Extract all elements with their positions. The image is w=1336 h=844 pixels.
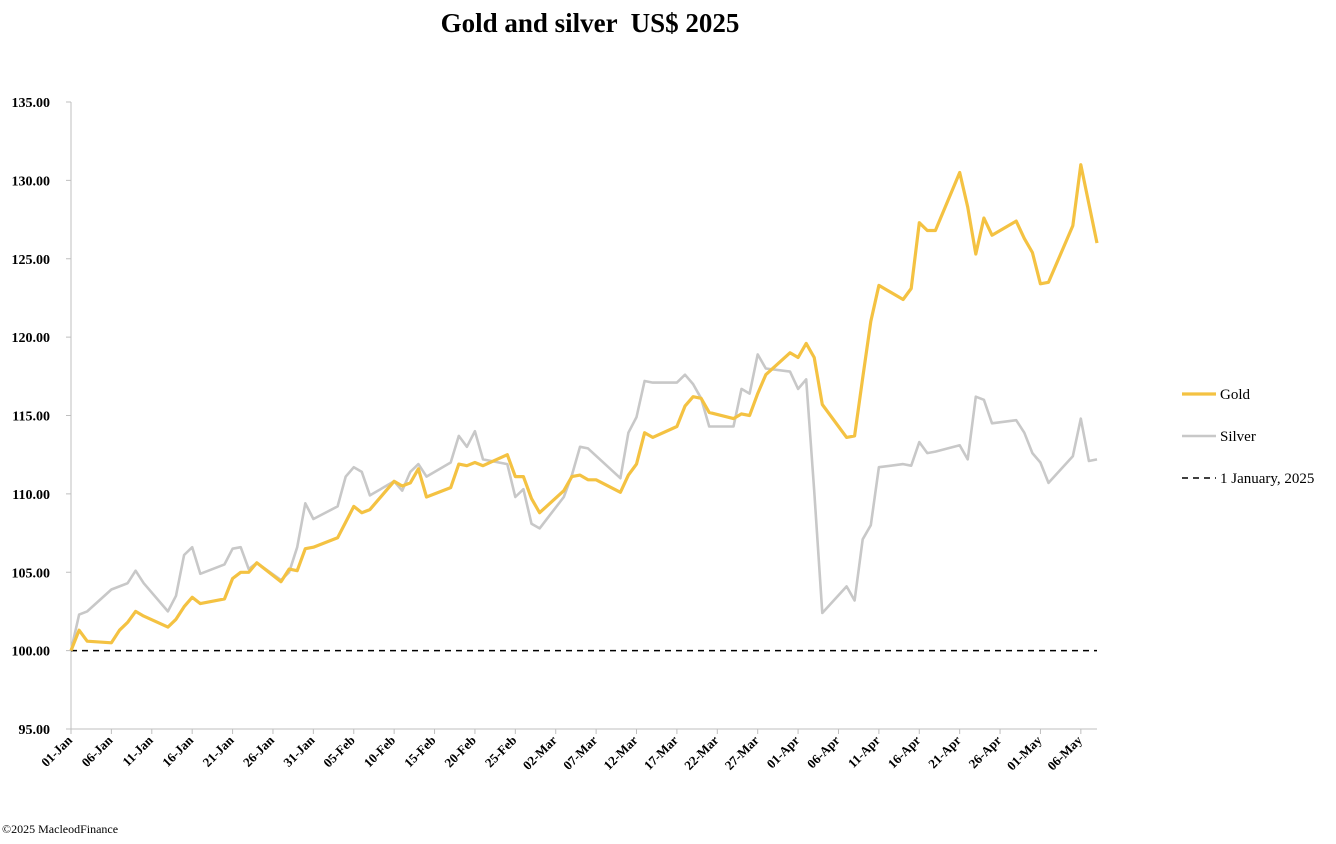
x-tick-label: 17-Mar <box>641 732 681 772</box>
x-tick-label: 07-Mar <box>560 732 600 772</box>
x-tick-label: 26-Apr <box>965 732 1004 771</box>
x-tick-label: 05-Feb <box>320 733 358 771</box>
x-tick-label: 27-Mar <box>722 732 762 772</box>
x-tick-label: 06-Apr <box>804 732 843 771</box>
x-tick-label: 15-Feb <box>401 733 439 771</box>
y-tick-label: 130.00 <box>12 174 51 189</box>
x-tick-label: 21-Jan <box>200 732 238 770</box>
x-tick-label: 16-Apr <box>885 732 924 771</box>
x-tick-label: 31-Jan <box>280 732 318 770</box>
legend-label: Silver <box>1220 429 1256 445</box>
plot-area <box>69 163 1099 652</box>
x-tick-label: 26-Jan <box>240 732 278 770</box>
legend-label: Gold <box>1220 387 1251 403</box>
legend: Gold Silver 1 January, 2025 <box>1182 387 1314 487</box>
x-tick-label: 16-Jan <box>159 732 197 770</box>
x-tick-label: 12-Mar <box>600 732 640 772</box>
series-line-silver <box>69 353 1098 651</box>
x-tick-label: 06-Jan <box>78 732 116 770</box>
x-tick-label: 01-May <box>1004 732 1045 773</box>
x-tick-label: 25-Feb <box>482 733 520 771</box>
x-tick-label: 21-Apr <box>925 732 964 771</box>
x-tick-label: 10-Feb <box>361 733 399 771</box>
y-tick-label: 125.00 <box>12 253 51 268</box>
x-tick-label: 22-Mar <box>681 732 721 772</box>
x-tick-label: 06-May <box>1044 732 1085 773</box>
x-tick-label: 20-Feb <box>441 733 479 771</box>
y-axis: 95.00 100.00 105.00 110.00 115.00 120.00 125.0… <box>12 96 72 738</box>
y-tick-label: 110.00 <box>12 488 50 503</box>
y-tick-label: 120.00 <box>12 331 51 346</box>
x-axis: 01-Jan 06-Jan 11-Jan 16-Jan 21-Jan 26-Jan 31-J… <box>38 728 1097 773</box>
chart-title: Gold and silver US$ 2025 <box>440 8 740 38</box>
x-tick-label: 02-Mar <box>520 732 560 772</box>
y-tick-label: 105.00 <box>12 566 51 581</box>
x-tick-label: 01-Apr <box>764 732 803 771</box>
legend-label: 1 January, 2025 <box>1220 471 1314 487</box>
y-tick-label: 100.00 <box>12 645 51 660</box>
copyright-text: ©2025 MacleodFinance <box>2 822 119 836</box>
y-tick-label: 115.00 <box>12 410 50 425</box>
y-tick-label: 135.00 <box>12 96 51 111</box>
y-tick-label: 95.00 <box>19 723 51 738</box>
series-line-gold <box>69 163 1099 652</box>
x-tick-label: 11-Apr <box>845 732 883 770</box>
x-tick-label: 11-Jan <box>119 732 156 769</box>
